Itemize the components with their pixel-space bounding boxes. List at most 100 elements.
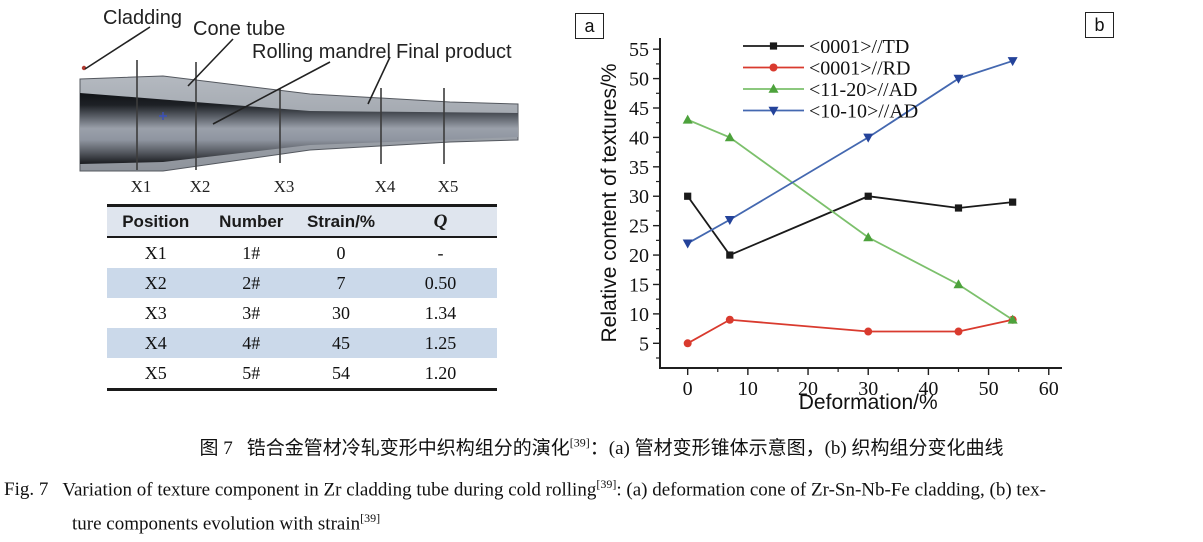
series-line-<0001>//RD — [687, 318, 1013, 345]
cell-strain: 30 — [331, 302, 350, 323]
cell-position: X3 — [144, 302, 167, 323]
cell-q: 1.25 — [383, 328, 497, 358]
caption-chinese: 图 7 锆合金管材冷轧变形中织构组分的演化[39]：(a) 管材变形锥体示意图，(… — [0, 433, 1203, 460]
y-tick-label: 5 — [639, 333, 649, 355]
final-product-label: Final product — [396, 41, 512, 63]
section-label-x1: X1 — [131, 177, 152, 196]
rolling-mandrel-label: Rolling mandrel — [252, 41, 391, 63]
col-header-position: Position — [107, 205, 205, 238]
cell-q: 1.20 — [424, 362, 457, 383]
cell-position: X5 — [144, 362, 167, 383]
y-tick-label: 35 — [629, 157, 649, 179]
cell-q: 1.34 — [424, 302, 457, 323]
data-point-<0001>//TD — [684, 192, 692, 200]
cell-strain: 7 — [298, 268, 384, 298]
data-point-<11-20>//AD — [953, 279, 964, 289]
legend-marker — [769, 63, 778, 72]
x-tick-label: 40 — [918, 378, 938, 400]
data-point-<0001>//RD — [954, 327, 963, 336]
data-point-<0001>//TD — [864, 192, 872, 200]
caption-zh-text: 锆合金管材冷轧变形中织构组分的演化 — [246, 438, 570, 459]
data-point-<0001>//TD — [954, 204, 963, 212]
y-tick-label: 10 — [629, 304, 649, 326]
data-point-<11-20>//AD — [1007, 314, 1018, 324]
col-header-strain: Strain/% — [298, 205, 384, 238]
col-header-number: Number — [204, 205, 299, 238]
legend-marker — [768, 83, 779, 93]
table-row: X2 2# 7 0.50 — [107, 268, 497, 298]
cell-number: 5# — [242, 362, 261, 383]
cell-q: 0.50 — [383, 268, 497, 298]
legend-label: <10-10>//AD — [809, 101, 918, 123]
cell-position: X1 — [144, 242, 167, 263]
cladding-label: Cladding — [103, 7, 182, 29]
x-tick-label: 60 — [1039, 378, 1059, 400]
legend-label: <0001>//TD — [809, 36, 909, 58]
x-tick-label: 30 — [858, 378, 878, 400]
texture-content-chart: 0 10 20 30 40 50 60 5 10 15 20 25 30 35 40 45 50 55 Deform… — [600, 36, 1062, 414]
cell-number: 2# — [204, 268, 299, 298]
cone-tube-pointer — [187, 38, 234, 87]
y-axis-title: Relative content of textures/% — [600, 64, 621, 343]
cell-number: 3# — [242, 302, 261, 323]
table-row: X3 3# 30 1.34 — [107, 298, 497, 328]
y-tick-label: 30 — [629, 186, 649, 208]
data-point-<0001>//RD — [725, 315, 734, 324]
data-point-<10-10>//AD — [953, 74, 964, 84]
panel-b-label: b — [1085, 12, 1114, 38]
data-point-<10-10>//AD — [682, 239, 693, 249]
legend-label: <0001>//RD — [809, 58, 910, 80]
caption-zh-ref: [39] — [569, 435, 590, 450]
table-row: X4 4# 45 1.25 — [107, 328, 497, 358]
caption-en-ref: [39] — [596, 477, 617, 491]
data-point-<11-20>//AD — [863, 232, 874, 242]
cell-q: - — [437, 242, 444, 263]
cell-strain: 45 — [298, 328, 384, 358]
data-point-<11-20>//AD — [724, 132, 735, 142]
data-point-<0001>//RD — [864, 327, 873, 336]
caption-zh-figno: 图 7 — [199, 438, 233, 459]
caption-english-line1: Fig. 7 Variation of texture component in … — [4, 477, 1046, 501]
legend-marker — [768, 106, 779, 116]
cell-strain: 54 — [331, 362, 350, 383]
data-point-<10-10>//AD — [1007, 57, 1018, 67]
caption-en2-text: ture components evolution with strain — [72, 513, 361, 535]
y-tick-label: 20 — [629, 245, 649, 267]
x-tick-label: 50 — [979, 378, 999, 400]
deformation-cone-diagram: X1 X2 X3 X4 X5 Cladding Cone tube Rollin… — [79, 7, 519, 196]
section-label-x3: X3 — [274, 177, 295, 196]
table-header-row: Position Number Strain/% Q — [107, 205, 497, 238]
caption-zh-rest: ：(a) 管材变形锥体示意图，(b) 织构组分变化曲线 — [589, 438, 1004, 459]
blue-axis-mark — [159, 112, 167, 120]
cell-number: 1# — [242, 242, 261, 263]
data-point-<0001>//TD — [726, 251, 734, 259]
caption-en2-ref: [39] — [360, 511, 381, 525]
strain-table: Position Number Strain/% Q X1 1# 0 - X2 … — [107, 204, 497, 391]
cell-number: 4# — [204, 328, 299, 358]
y-tick-label: 50 — [629, 69, 649, 91]
series-line-<0001>//TD — [686, 195, 1013, 257]
cladding-pointer — [84, 26, 151, 70]
data-point-<10-10>//AD — [863, 133, 874, 143]
data-point-<0001>//TD — [1009, 198, 1017, 206]
section-label-x4: X4 — [375, 177, 396, 196]
caption-en-rest: : (a) deformation cone of Zr-Sn-Nb-Fe cl… — [616, 479, 1046, 501]
cell-strain: 0 — [336, 242, 346, 263]
caption-english-line2: ture components evolution with strain[39… — [72, 511, 380, 535]
caption-en-text: Variation of texture component in Zr cla… — [62, 479, 597, 501]
y-tick-label: 40 — [629, 127, 649, 149]
legend-label: <11-20>//AD — [809, 79, 917, 101]
rolling-mandrel-pointer — [212, 61, 331, 125]
section-label-x2: X2 — [190, 177, 211, 196]
cell-position: X2 — [107, 268, 205, 298]
x-tick-label: 20 — [798, 378, 818, 400]
tube-bore-and-mandrel — [80, 93, 518, 164]
y-tick-label: 25 — [629, 216, 649, 238]
x-axis-title: Deformation/% — [799, 391, 938, 414]
data-point-<0001>//RD — [683, 339, 692, 348]
section-label-x5: X5 — [438, 177, 459, 196]
table-row: X1 1# 0 - — [107, 237, 497, 268]
table-row: X5 5# 54 1.20 — [107, 358, 497, 390]
data-point-<10-10>//AD — [724, 215, 735, 225]
